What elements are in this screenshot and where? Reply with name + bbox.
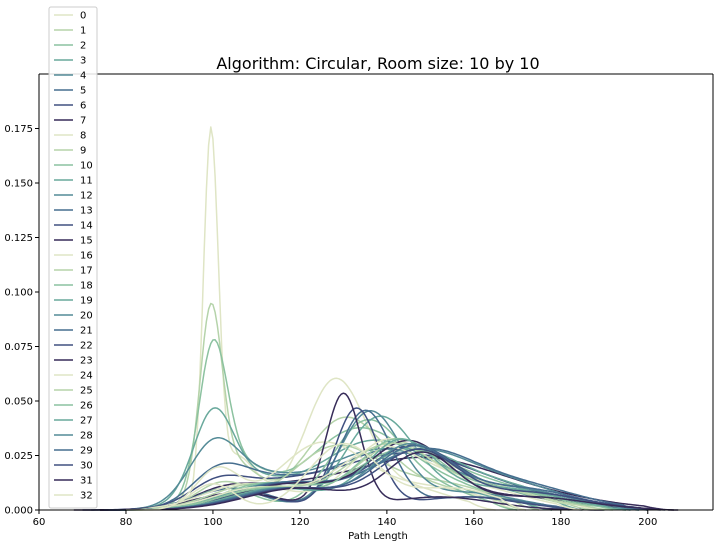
legend-label: 7 — [80, 116, 86, 127]
x-tick-label: 140 — [377, 517, 396, 528]
plot-area — [39, 74, 713, 510]
legend-label: 19 — [80, 296, 93, 307]
legend-label: 31 — [80, 476, 93, 487]
y-tick-label: 0.125 — [4, 233, 33, 244]
y-tick-label: 0.175 — [4, 124, 33, 135]
legend-label: 23 — [80, 356, 93, 367]
x-tick-label: 120 — [290, 517, 309, 528]
y-tick-label: 0.150 — [4, 179, 33, 190]
legend-label: 14 — [80, 221, 93, 232]
density-line — [126, 437, 583, 511]
y-ticks: 0.000 0.025 0.050 0.075 0.100 0.125 0.150 0.175 — [4, 124, 39, 517]
x-axis-label: Path Length — [348, 531, 408, 542]
density-curves — [73, 126, 679, 511]
x-tick-label: 100 — [203, 517, 222, 528]
legend-label: 21 — [80, 326, 93, 337]
legend-label: 0 — [80, 11, 86, 22]
chart-title: Algorithm: Circular, Room size: 10 by 10 — [216, 54, 539, 73]
density-line — [99, 392, 605, 511]
legend-label: 11 — [80, 176, 93, 187]
density-line — [126, 442, 527, 511]
x-tick-label: 80 — [120, 517, 133, 528]
y-tick-label: 0.100 — [4, 288, 33, 299]
legend-box — [48, 6, 98, 509]
legend-label: 22 — [80, 341, 93, 352]
density-line — [99, 451, 674, 511]
density-line — [108, 339, 553, 511]
legend-label: 9 — [80, 146, 86, 157]
legend-label: 16 — [80, 251, 93, 262]
legend-label: 3 — [80, 56, 86, 67]
legend-label: 2 — [80, 41, 86, 52]
legend-label: 12 — [80, 191, 93, 202]
legend-label: 10 — [80, 161, 93, 172]
x-tick-label: 180 — [551, 517, 570, 528]
legend-label: 13 — [80, 206, 93, 217]
legend-label: 8 — [80, 131, 86, 142]
legend-label: 6 — [80, 101, 86, 112]
legend-label: 28 — [80, 431, 93, 442]
density-line — [117, 437, 627, 511]
x-tick-label: 200 — [638, 517, 657, 528]
legend-label: 24 — [80, 371, 93, 382]
density-line — [126, 444, 540, 511]
y-tick-label: 0.025 — [4, 451, 33, 462]
legend-label: 5 — [80, 86, 86, 97]
legend-label: 29 — [80, 446, 93, 457]
legend-label: 17 — [80, 266, 93, 277]
density-line — [126, 441, 518, 511]
legend-label: 4 — [80, 71, 86, 82]
legend-label: 30 — [80, 461, 93, 472]
y-tick-label: 0.000 — [4, 506, 33, 517]
x-tick-label: 60 — [33, 517, 46, 528]
density-line — [117, 438, 631, 511]
legend-label: 32 — [80, 491, 93, 502]
y-tick-label: 0.075 — [4, 342, 33, 353]
legend-label: 26 — [80, 401, 93, 412]
legend: 0123456789101112131415161718192021222324… — [48, 6, 98, 509]
legend-label: 15 — [80, 236, 93, 247]
legend-label: 25 — [80, 386, 93, 397]
legend-label: 1 — [80, 26, 86, 37]
x-tick-label: 160 — [464, 517, 483, 528]
y-tick-label: 0.050 — [4, 397, 33, 408]
legend-label: 18 — [80, 281, 93, 292]
legend-label: 27 — [80, 416, 93, 427]
legend-label: 20 — [80, 311, 93, 322]
x-ticks: 60 80 100 120 140 160 180 200 — [33, 510, 657, 528]
